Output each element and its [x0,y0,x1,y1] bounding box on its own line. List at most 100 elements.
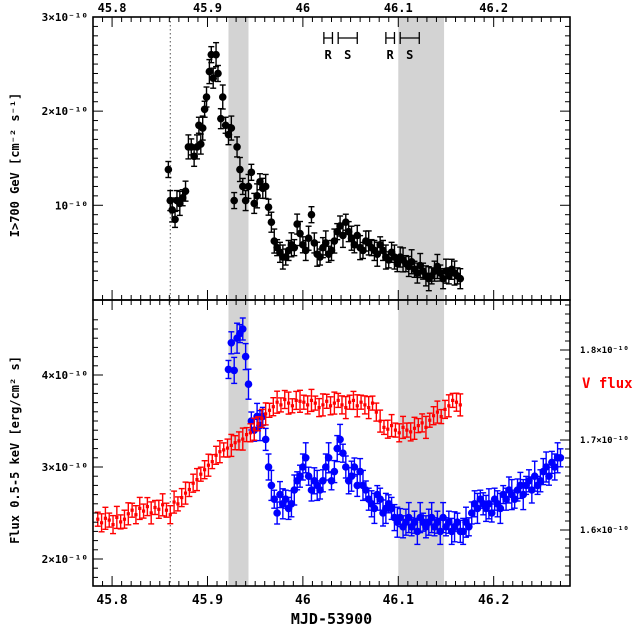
vhe-flux-marker [227,124,236,132]
annotation-r: R [323,32,334,62]
xray-flux-marker [370,504,379,513]
vhe-flux-point [442,258,450,284]
xray-flux-point [227,331,236,355]
v-flux-point [117,514,124,530]
bottom-y-tick-label: 3×10⁻¹⁰ [42,461,88,474]
v-flux-marker [187,487,191,492]
vhe-flux-point [198,115,207,141]
vhe-flux-marker [230,196,238,205]
vhe-flux-marker [281,253,290,261]
v-flux-marker [439,415,443,419]
v-flux-marker [103,516,108,520]
top-y-tick-label: 2×10⁻¹⁰ [42,105,88,118]
v-flux-point [197,466,204,482]
xray-flux-marker [459,527,467,536]
v-flux-point [396,423,403,443]
v-flux-point [327,396,334,416]
v-flux-marker [286,401,291,405]
xray-flux-marker [276,490,284,499]
v-flux-point [129,502,136,518]
vhe-flux-marker [171,215,179,224]
v-flux-marker [195,478,199,482]
annotation-label: S [406,48,413,62]
v-flux-point [411,416,418,440]
v-flux-point [289,398,296,414]
v-flux-marker [424,425,428,429]
v-flux-marker [355,404,359,408]
v-flux-marker [409,430,413,434]
xray-flux-marker [238,325,247,333]
vhe-flux-point [212,41,220,68]
v-flux-point [388,413,395,438]
xray-flux-marker [376,495,384,504]
vhe-flux-marker [339,231,347,240]
vhe-flux-marker [256,177,264,186]
v-flux-point [346,394,353,410]
v-flux-marker [145,505,149,509]
v-flux-marker [180,496,184,500]
vhe-flux-marker [236,165,244,174]
v-flux-point [331,391,338,415]
vhe-flux-marker [333,227,342,236]
v-flux-point [132,505,139,525]
annotation-r: R [385,32,396,62]
v-flux-marker [348,400,352,404]
v-flux-marker [298,399,302,403]
xray-flux-point [496,492,505,525]
xray-flux-marker [301,454,310,462]
v-flux-marker [218,450,222,454]
v-flux-point [247,423,254,443]
v-flux-marker [340,403,344,407]
right-y-tick-label: 1.7×10⁻¹⁰ [580,436,629,446]
top-x-tick-label: 45.8 [98,1,127,15]
xray-flux-marker [299,463,307,471]
xray-flux-marker [353,481,362,490]
v-flux-point [209,453,216,470]
vhe-flux-marker [178,193,187,202]
v-flux-marker [168,513,172,517]
xray-flux-marker [487,509,496,517]
vhe-flux-point [236,156,244,183]
vhe-flux-marker [310,239,319,247]
v-flux-point [110,514,117,535]
x-axis-title: MJD-53900 [291,610,372,628]
xray-flux-marker [342,463,350,471]
v-flux-point [140,503,147,519]
xray-flux-point [353,473,362,498]
v-flux-point [174,496,181,512]
xray-flux-point [413,517,422,546]
v-flux-marker [428,418,432,422]
v-flux-marker [119,520,123,524]
top-y-tick-label: 10⁻¹⁰ [55,199,88,212]
xray-flux-marker [496,504,505,513]
vhe-flux-point [339,222,347,249]
v-flux-point [422,415,429,440]
vhe-flux-marker [445,272,453,280]
shaded-interval-2 [398,17,445,586]
xray-flux-point [321,453,330,481]
v-flux-point [193,467,200,492]
annotation-s: S [399,32,420,62]
vhe-flux-point [304,225,313,251]
v-flux-point [445,394,452,418]
xray-flux-point [224,359,233,380]
v-flux-marker [294,398,298,402]
vhe-flux-marker [197,140,205,148]
vhe-flux-point [307,205,316,224]
v-flux-marker [454,400,459,404]
v-flux-point [148,501,155,525]
xray-flux-marker [413,527,422,536]
v-flux-point [319,393,326,417]
v-flux-marker [149,511,153,515]
xray-flux-point [273,501,281,525]
top-x-tick-label: 45.9 [193,1,222,15]
vhe-flux-point [164,160,173,179]
v-flux-marker [99,521,104,525]
xray-flux-marker [319,477,327,485]
v-flux-point [308,388,315,413]
vhe-flux-point [171,210,179,229]
v-flux-point [182,481,189,505]
v-flux-point [232,435,239,451]
v-flux-marker [431,414,436,418]
xray-flux-marker [321,463,330,471]
